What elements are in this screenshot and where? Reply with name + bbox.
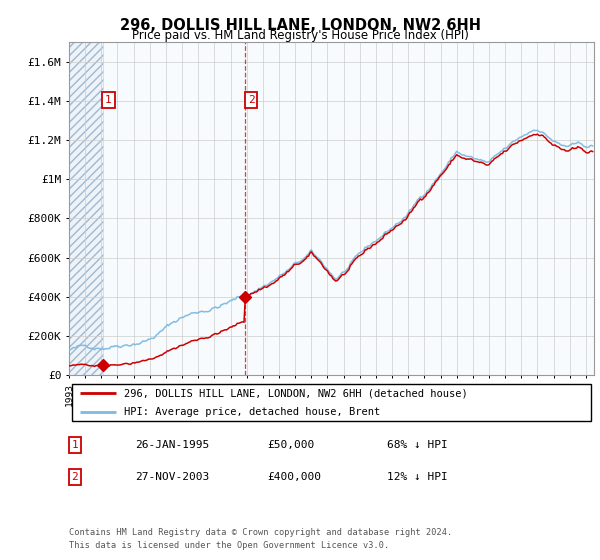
Text: 68% ↓ HPI: 68% ↓ HPI — [387, 440, 448, 450]
Text: Price paid vs. HM Land Registry's House Price Index (HPI): Price paid vs. HM Land Registry's House … — [131, 29, 469, 42]
Text: £50,000: £50,000 — [267, 440, 314, 450]
Text: 2: 2 — [71, 472, 79, 482]
Text: 296, DOLLIS HILL LANE, LONDON, NW2 6HH: 296, DOLLIS HILL LANE, LONDON, NW2 6HH — [119, 18, 481, 33]
Text: HPI: Average price, detached house, Brent: HPI: Average price, detached house, Bren… — [124, 407, 380, 417]
Bar — [69, 42, 103, 375]
Text: 27-NOV-2003: 27-NOV-2003 — [135, 472, 209, 482]
Text: 1: 1 — [71, 440, 79, 450]
Text: 12% ↓ HPI: 12% ↓ HPI — [387, 472, 448, 482]
Text: 296, DOLLIS HILL LANE, LONDON, NW2 6HH (detached house): 296, DOLLIS HILL LANE, LONDON, NW2 6HH (… — [124, 389, 468, 398]
Text: £400,000: £400,000 — [267, 472, 321, 482]
Text: 26-JAN-1995: 26-JAN-1995 — [135, 440, 209, 450]
FancyBboxPatch shape — [71, 385, 591, 421]
Bar — [103, 42, 594, 375]
Text: 1: 1 — [105, 95, 112, 105]
Text: Contains HM Land Registry data © Crown copyright and database right 2024.
This d: Contains HM Land Registry data © Crown c… — [69, 529, 452, 550]
Bar — [69, 42, 103, 375]
Text: 2: 2 — [248, 95, 254, 105]
